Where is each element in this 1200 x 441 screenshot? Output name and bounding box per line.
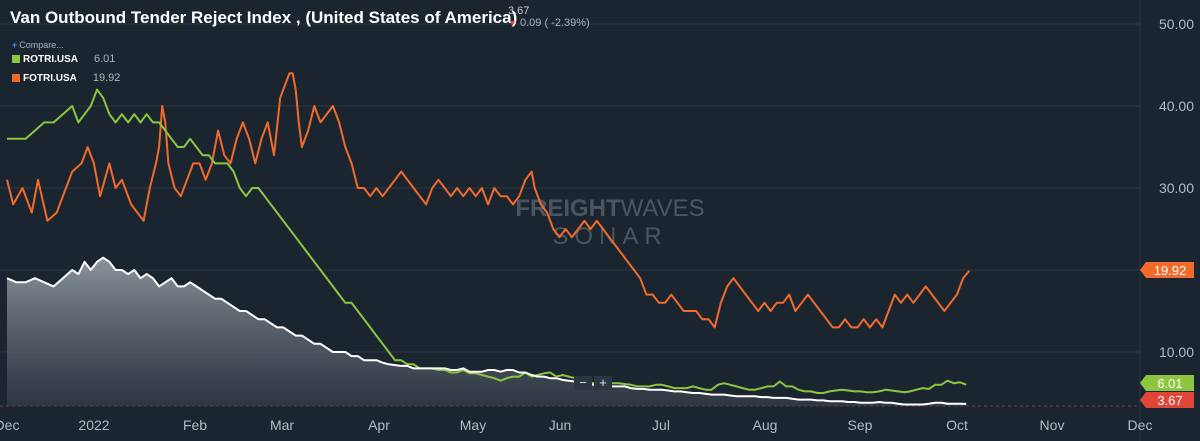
legend-value: 6.01 <box>94 53 116 65</box>
watermark-line2: SONAR <box>552 223 667 250</box>
watermark-line1: FREIGHTWAVES <box>515 195 704 222</box>
x-tick-label: Apr <box>368 417 390 433</box>
series-line-van-outbound-tender-reject-index <box>6 256 967 406</box>
x-tick-label: Aug <box>753 417 778 433</box>
legend-swatch <box>12 55 20 63</box>
down-arrow-icon: ▼ <box>508 18 517 28</box>
compare-label: Compare... <box>19 40 64 50</box>
legend-value: 19.92 <box>92 72 121 84</box>
last-value-flag <box>1140 392 1194 408</box>
chart-title: Van Outbound Tender Reject Index , (Unit… <box>10 8 518 27</box>
x-tick-label: Feb <box>183 417 207 433</box>
last-value-flag-label: 6.01 <box>1157 376 1182 391</box>
x-tick-label: Jul <box>652 417 670 433</box>
change-row: ▼ 0.09 ( -2.39%) <box>508 17 590 29</box>
series-line-rotri-usa <box>7 88 967 394</box>
last-value-flag <box>1140 375 1194 391</box>
last-value-flag-label: 3.67 <box>1157 393 1182 408</box>
y-tick-label: 10.00 <box>1159 344 1194 360</box>
y-tick-label: 40.00 <box>1159 98 1194 114</box>
y-tick-label: 50.00 <box>1159 16 1194 32</box>
x-tick-label: Nov <box>1040 417 1065 433</box>
legend-item-fotri[interactable]: FOTRI.USA 19.92 <box>12 72 120 84</box>
compare-button[interactable]: + Compare... <box>12 40 64 50</box>
x-tick-label: 2022 <box>78 417 109 433</box>
legend-name: ROTRI.USA <box>23 53 78 65</box>
zoom-out-button[interactable]: − <box>574 376 592 390</box>
x-tick-label: Dec <box>0 417 19 433</box>
legend-name: FOTRI.USA <box>23 72 77 84</box>
last-value: 3.67 <box>508 5 530 17</box>
x-tick-label: Jun <box>549 417 572 433</box>
zoom-in-button[interactable]: + <box>594 376 612 390</box>
legend-swatch <box>12 74 20 82</box>
change-value: 0.09 ( -2.39%) <box>519 17 590 29</box>
plus-icon: + <box>12 40 18 50</box>
x-tick-label: Dec <box>1128 417 1153 433</box>
last-value-flag-label: 19.92 <box>1154 263 1187 278</box>
legend-item-rotri[interactable]: ROTRI.USA 6.01 <box>12 53 115 65</box>
x-tick-label: Mar <box>270 417 294 433</box>
series-area <box>7 257 967 406</box>
x-tick-label: Oct <box>946 417 968 433</box>
series-line-fotri-usa <box>6 72 971 329</box>
last-value-flag <box>1140 262 1194 278</box>
x-tick-label: Sep <box>848 417 873 433</box>
last-value-block: 3.67 ▼ 0.09 ( -2.39%) <box>508 5 590 29</box>
zoom-controls: − + <box>574 376 612 390</box>
x-tick-label: May <box>460 417 486 433</box>
y-tick-label: 30.00 <box>1159 180 1194 196</box>
